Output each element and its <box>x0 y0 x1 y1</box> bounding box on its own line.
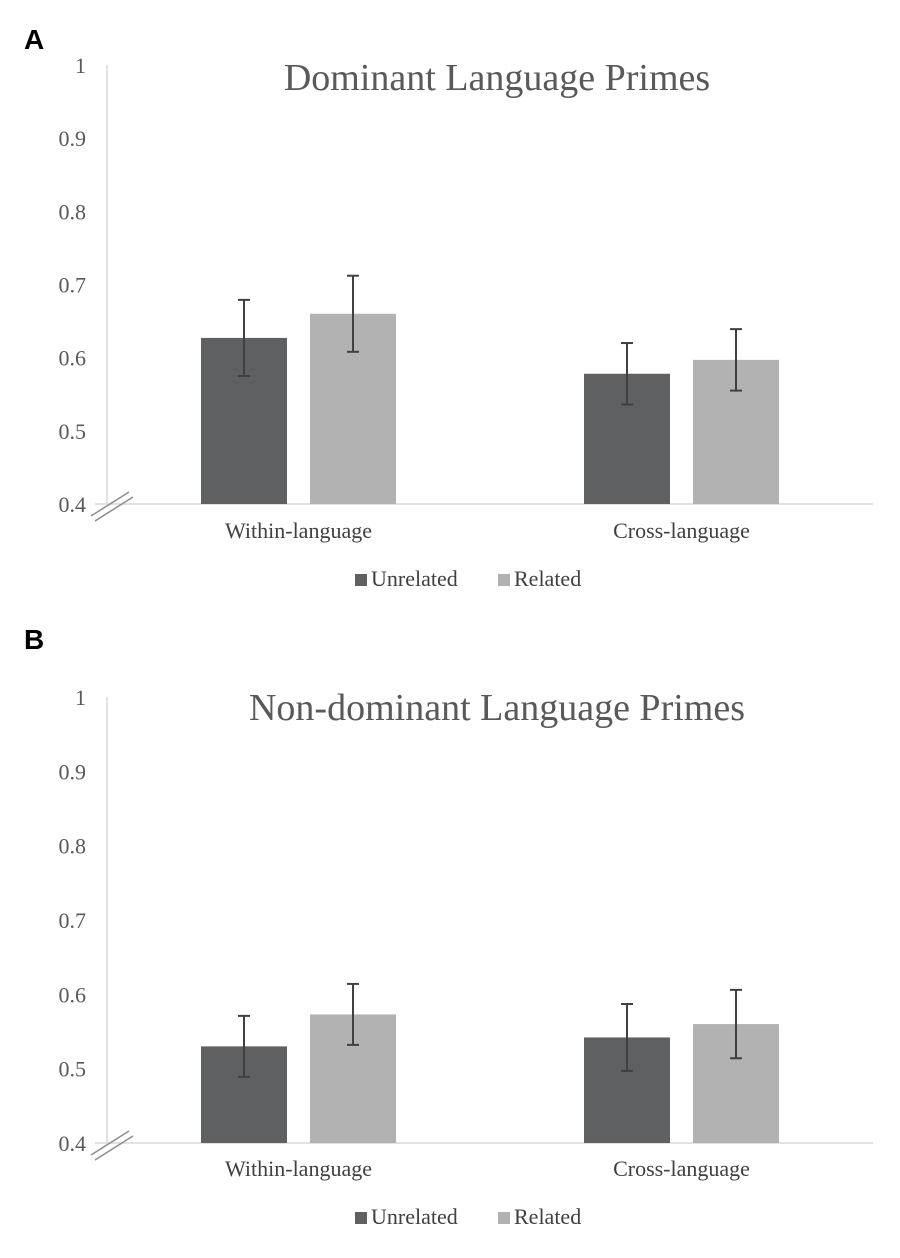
category-label: Cross-language <box>613 518 750 543</box>
y-tick-label: 0.5 <box>59 1057 87 1082</box>
plot-area: 0.4 0.5 0.6 0.7 0.8 0.9 1 Within-language Cross-… <box>59 53 873 543</box>
y-tick-label: 0.9 <box>59 126 87 151</box>
axis-break-mark <box>90 491 130 517</box>
panel-letter: B <box>24 624 44 655</box>
y-tick-label: 0.8 <box>59 199 87 224</box>
y-tick-label: 0.6 <box>59 982 87 1007</box>
legend-label-related: Related <box>514 1204 581 1229</box>
chart-title: Dominant Language Primes <box>284 57 710 99</box>
legend-label-related: Related <box>514 566 581 591</box>
legend-label-unrelated: Unrelated <box>371 1204 458 1229</box>
legend-label-unrelated: Unrelated <box>371 566 458 591</box>
axis-break-mark <box>94 1135 134 1161</box>
axis-break-mark <box>90 1130 130 1156</box>
legend: Unrelated Related <box>355 566 581 591</box>
panel-letter: A <box>24 24 44 55</box>
y-tick-label: 0.6 <box>59 346 87 371</box>
y-tick-label: 0.9 <box>59 759 87 784</box>
panel-a: A Dominant Language Primes 0.40.50.60.70… <box>24 24 873 591</box>
plot-area: 0.4 0.5 0.6 0.7 0.8 0.9 1 Within-language Cross-… <box>59 685 873 1181</box>
y-tick-label: 1 <box>75 53 86 78</box>
y-tick-label: 0.8 <box>59 834 87 859</box>
legend: Unrelated Related <box>355 1204 581 1229</box>
panel-b: B Non-dominant Language Primes 0.4 0.5 0.6… <box>24 624 873 1229</box>
axis-break-mark <box>94 496 134 522</box>
y-tick-label: 0.7 <box>59 908 87 933</box>
y-tick-label: 0.4 <box>59 492 87 517</box>
y-tick-label: 0.5 <box>59 419 87 444</box>
y-tick-label: 1 <box>75 685 86 710</box>
category-label: Within-language <box>225 1156 372 1181</box>
chart-title: Non-dominant Language Primes <box>249 687 745 729</box>
legend-swatch-unrelated <box>355 574 367 586</box>
legend-swatch-related <box>498 1212 510 1224</box>
legend-swatch-unrelated <box>355 1212 367 1224</box>
category-label: Within-language <box>225 518 372 543</box>
legend-swatch-related <box>498 574 510 586</box>
y-tick-label: 0.7 <box>59 273 87 298</box>
y-tick-label: 0.4 <box>59 1131 87 1156</box>
category-label: Cross-language <box>613 1156 750 1181</box>
